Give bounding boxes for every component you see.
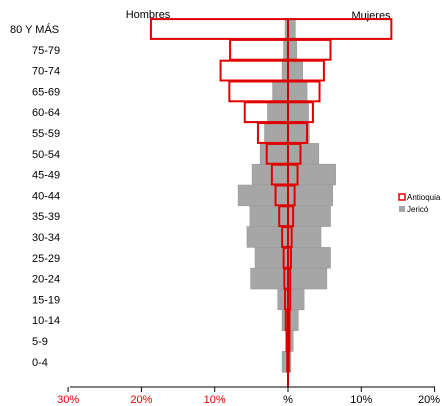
jerico-bar-hombres	[259, 143, 289, 165]
age-group-label: 55-59	[32, 128, 60, 140]
age-group-labels: 80 Y MÁS 75-79 70-74 65-69 60-64 55-59 50-54 45…	[10, 23, 60, 369]
right-side-label: Mujeres	[351, 10, 391, 22]
age-group-label: 20-24	[32, 274, 60, 286]
age-group-label: 30-34	[32, 232, 60, 244]
jerico-bar-hombres	[249, 205, 289, 227]
age-group-label: 10-14	[32, 315, 60, 327]
jerico-bar-hombres	[237, 184, 289, 207]
x-tick-label: 20%	[130, 394, 152, 406]
x-axis-ticks: 30% 20% 10%% 10% 20%	[57, 387, 440, 406]
age-group-label: 75-79	[32, 45, 60, 57]
age-group-label: 5-9	[32, 336, 48, 348]
jerico-bar-hombres	[264, 122, 289, 144]
x-tick-label: 30%	[57, 394, 79, 406]
jerico-bar-mujeres	[287, 59, 303, 82]
antioquia-bar-hombres	[219, 59, 289, 82]
jerico-bar-mujeres	[287, 267, 328, 290]
jerico-bar-mujeres	[287, 226, 322, 248]
jerico-bar-mujeres	[287, 101, 309, 123]
age-group-label: 60-64	[32, 107, 60, 119]
age-group-label: 15-19	[32, 294, 60, 306]
jerico-bar-mujeres	[287, 205, 331, 227]
legend-swatch-jerico	[399, 206, 405, 212]
x-tick-label: %	[283, 394, 293, 406]
x-tick-label: 10%	[350, 394, 372, 406]
antioquia-bar-hombres	[149, 18, 289, 40]
age-group-label: 40-44	[32, 190, 60, 202]
age-group-label: 80 Y MÁS	[10, 23, 59, 36]
legend-label-antioquia: Antioquia	[407, 193, 441, 202]
age-group-label: 35-39	[32, 211, 60, 223]
jerico-bar-mujeres	[287, 143, 320, 165]
age-group-label: 50-54	[32, 149, 60, 161]
age-group-label: 70-74	[32, 66, 60, 78]
age-group-label: 0-4	[32, 357, 48, 369]
jerico-bar-hombres	[272, 80, 289, 103]
jerico-bar-mujeres	[287, 163, 336, 186]
antioquia-bar-hombres	[229, 38, 290, 61]
jerico-bar-mujeres	[287, 80, 308, 103]
legend: Antioquia Jericó	[398, 193, 441, 214]
age-group-label: 65-69	[32, 86, 60, 98]
legend-label-jerico: Jericó	[407, 205, 429, 214]
age-group-label: 45-49	[32, 170, 60, 182]
left-side-label: Hombres	[126, 9, 171, 21]
age-group-label: 25-29	[32, 253, 60, 265]
x-tick-label: 10%	[204, 394, 226, 406]
antioquia-bar-mujeres	[287, 18, 393, 40]
jerico-bar-hombres	[267, 101, 289, 123]
legend-swatch-antioquia	[398, 193, 406, 201]
jerico-bar-mujeres	[287, 247, 331, 269]
x-tick-label: 20%	[418, 394, 440, 406]
jerico-bar-hombres	[277, 288, 289, 311]
jerico-bar-hombres	[251, 163, 289, 186]
jerico-bar-mujeres	[287, 18, 296, 40]
jerico-bar-hombres	[250, 267, 289, 290]
jerico-bar-mujeres	[287, 39, 298, 61]
jerico-bar-group	[237, 18, 336, 373]
